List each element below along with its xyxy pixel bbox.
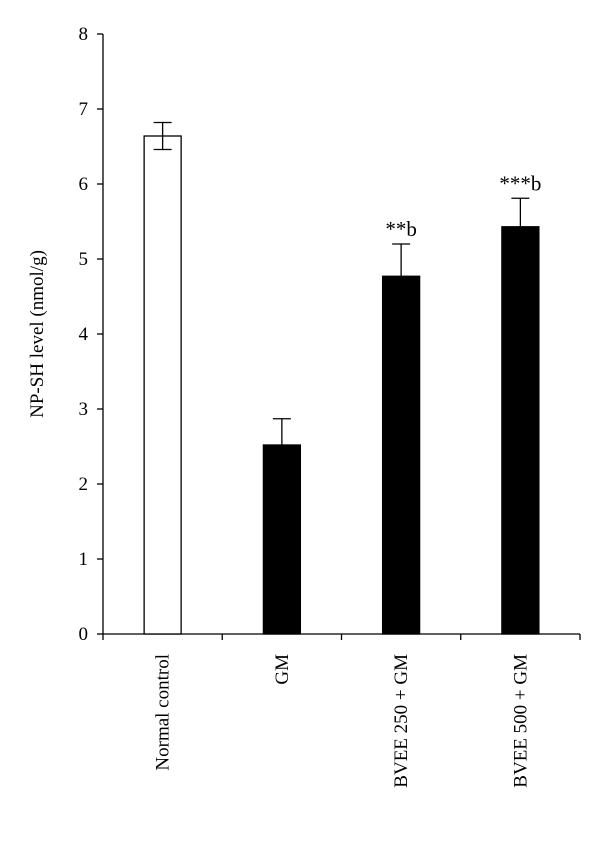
y-tick-label: 2 bbox=[79, 474, 89, 495]
x-axis bbox=[102, 633, 581, 640]
y-tick-label: 7 bbox=[79, 99, 89, 120]
bar bbox=[381, 275, 421, 635]
y-tick-label: 5 bbox=[79, 249, 89, 270]
error-bars bbox=[153, 121, 530, 445]
bar bbox=[501, 226, 540, 635]
category-labels: Normal control GM BVEE 250 + GM BVEE 500 + … bbox=[153, 654, 532, 788]
y-axis-label: NP-SH level (nmol/g) bbox=[27, 250, 48, 418]
y-tick-label: 1 bbox=[79, 549, 89, 570]
y-tick-label: 4 bbox=[79, 324, 89, 345]
y-tick-label: 3 bbox=[79, 399, 89, 420]
bars bbox=[143, 135, 540, 635]
bar bbox=[262, 444, 302, 635]
category-label: BVEE 250 + GM bbox=[391, 654, 412, 788]
y-tick-label: 0 bbox=[79, 624, 89, 645]
y-tick-label: 6 bbox=[79, 174, 89, 195]
y-axis: 0 1 2 3 4 5 6 7 8 bbox=[79, 24, 104, 645]
category-label: GM bbox=[272, 654, 293, 685]
category-label: Normal control bbox=[153, 654, 174, 771]
significance-annotations: **b ***b bbox=[385, 171, 541, 241]
category-label: BVEE 500 + GM bbox=[510, 654, 531, 788]
significance-label: ***b bbox=[499, 171, 541, 195]
y-tick-label: 8 bbox=[79, 24, 89, 45]
bar bbox=[143, 135, 182, 635]
significance-label: **b bbox=[385, 217, 417, 241]
